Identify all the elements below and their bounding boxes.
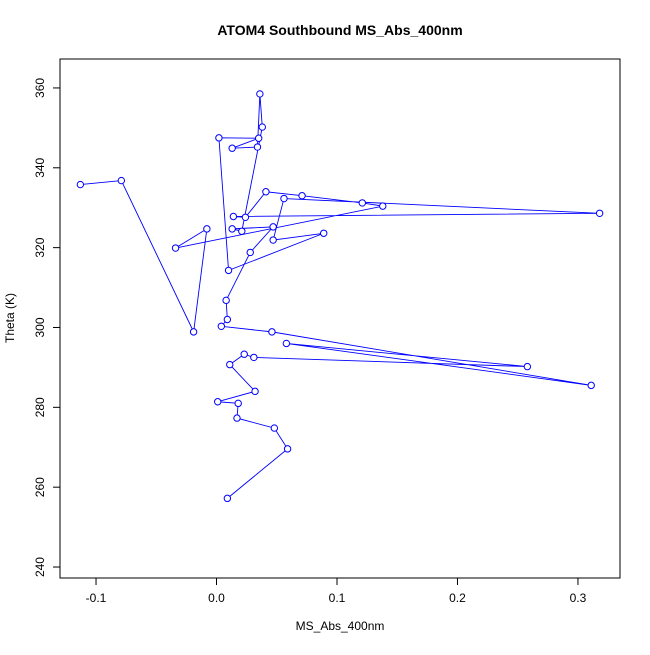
x-tick-label: 0.2 [449, 591, 466, 605]
data-point [217, 322, 226, 330]
data-point [262, 188, 270, 196]
data-point [358, 199, 366, 207]
data-point [228, 144, 236, 152]
data-point [250, 353, 258, 362]
data-point [76, 180, 85, 189]
data-point [222, 296, 230, 305]
data-point [253, 143, 262, 151]
data-point [270, 424, 279, 432]
data-point [246, 248, 254, 257]
x-axis-label: MS_Abs_400nm [296, 619, 385, 633]
data-point [282, 339, 291, 348]
x-tick-label: 0.3 [570, 591, 587, 605]
data-point [523, 362, 532, 371]
y-tick-label: 260 [33, 477, 47, 497]
y-tick-label: 240 [33, 557, 47, 577]
data-point [189, 328, 198, 336]
chart-title: ATOM4 Southbound MS_Abs_400nm [217, 22, 462, 38]
data-point [234, 399, 242, 408]
y-tick-label: 300 [33, 317, 47, 337]
data-point [203, 225, 211, 233]
data-point [228, 225, 236, 233]
x-tick-label: 0.0 [208, 591, 225, 605]
data-point [215, 134, 223, 142]
y-tick-label: 360 [33, 78, 47, 98]
data-point [256, 90, 264, 98]
data-point [379, 202, 387, 210]
data-point [280, 194, 288, 203]
data-point [320, 229, 328, 237]
data-point [171, 244, 180, 252]
y-tick-label: 320 [33, 237, 47, 257]
data-point [269, 236, 277, 244]
data-point [587, 381, 595, 390]
data-point [268, 328, 276, 336]
data-point [226, 360, 234, 369]
data-point [269, 223, 277, 231]
data-point [223, 315, 232, 324]
data-point [223, 494, 232, 503]
y-axis-label: Theta (K) [3, 293, 17, 343]
data-point [254, 134, 263, 142]
data-point [229, 212, 238, 221]
data-point [238, 227, 246, 235]
data-point [214, 398, 222, 406]
x-tick-label: 0.1 [329, 591, 346, 605]
data-point [283, 445, 292, 453]
data-line [80, 93, 600, 499]
x-tick-label: -0.1 [86, 591, 107, 605]
data-point [258, 123, 266, 131]
data-point [251, 387, 259, 396]
data-point [298, 192, 306, 200]
data-point [241, 213, 250, 221]
data-point [595, 209, 604, 218]
data-point [224, 266, 233, 275]
y-tick-label: 280 [33, 397, 47, 417]
data-point [240, 350, 248, 358]
y-tick-label: 340 [33, 157, 47, 177]
plot-frame [59, 58, 621, 579]
data-point [117, 176, 126, 185]
data-point [233, 414, 241, 422]
